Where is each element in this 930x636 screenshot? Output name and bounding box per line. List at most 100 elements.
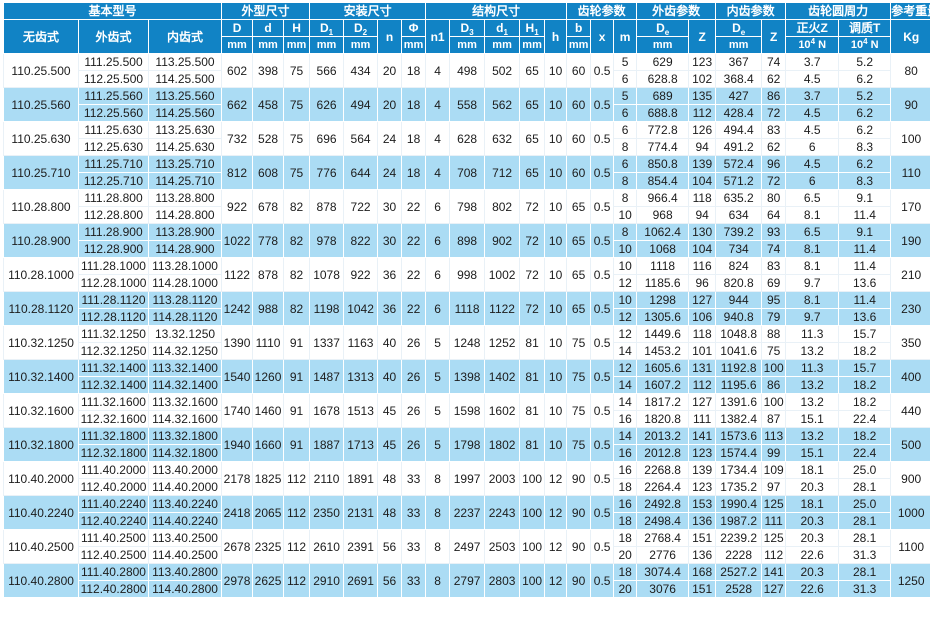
- cell-D1: 696: [309, 121, 345, 156]
- cell-h: 10: [544, 359, 568, 394]
- table-row: 110.32.1400 111.32.1400 113.32.1400 1540 126…: [3, 359, 930, 394]
- cell-z_int: 93: [761, 223, 787, 241]
- cell-n1: 4: [425, 121, 451, 156]
- cell-D2: 564: [343, 121, 379, 156]
- cell-h: 10: [544, 223, 568, 258]
- cell-H: 91: [283, 325, 311, 360]
- col-dim-D3: D3: [449, 19, 486, 37]
- cell-de_int: 734: [715, 240, 763, 258]
- cell-de_ext: 968: [636, 206, 690, 224]
- cell-phi: 22: [401, 223, 427, 258]
- cell-h: 10: [544, 155, 568, 190]
- cell-de_int: 2228: [715, 546, 763, 564]
- cell-n: 48: [377, 461, 403, 496]
- cell-D1: 878: [309, 189, 345, 224]
- cell-kg: 500: [890, 427, 930, 462]
- cell-D: 2978: [221, 563, 254, 598]
- cell-z_int: 100: [761, 359, 787, 377]
- cell-h: 10: [544, 257, 568, 292]
- cell-z_ext: 118: [688, 325, 717, 343]
- cell-phi: 18: [401, 121, 427, 156]
- table-row: 112.25.500 114.25.500 6 628.8 102 368.4 62 4.5 6…: [4, 70, 930, 88]
- cell-phi: 26: [401, 359, 427, 394]
- cell-H1: 65: [519, 53, 546, 88]
- cell-tq: 13.6: [838, 274, 892, 292]
- cell-m: 10: [613, 291, 638, 309]
- col-dim-h: h: [544, 19, 568, 54]
- cell-D3: 1598: [449, 393, 486, 428]
- cell-tq: 6.2: [838, 121, 892, 139]
- unit-dim-d: mm: [252, 36, 285, 54]
- cell-de_int: 1734.4: [715, 461, 763, 479]
- cell-z_int: 62: [761, 138, 787, 156]
- cell-model: 110.25.710: [3, 155, 79, 190]
- cell-m: 16: [613, 410, 638, 428]
- cell-h: 10: [544, 53, 568, 88]
- col-dim-phi: Φ: [401, 19, 427, 37]
- cell-b: 65: [566, 291, 592, 326]
- cell-m: 16: [613, 461, 638, 479]
- cell-de_ext: 2012.8: [636, 444, 690, 462]
- cell-z_int: 75: [761, 342, 787, 360]
- cell-tq: 8.3: [838, 138, 892, 156]
- cell-z_ext: 135: [688, 87, 717, 105]
- cell-de_int: 494.4: [715, 121, 763, 139]
- cell-D2: 1713: [343, 427, 379, 462]
- table-row: 112.32.1800 114.32.1800 16 2012.8 123 1574.4 9…: [4, 444, 930, 462]
- cell-D2: 1513: [343, 393, 379, 428]
- cell-D2: 1042: [343, 291, 379, 326]
- unit-dim-D3: mm: [449, 36, 486, 54]
- unit-dim-b: mm: [566, 36, 592, 54]
- cell-d1: 2803: [484, 563, 521, 598]
- cell-model: 110.25.500: [3, 53, 79, 88]
- cell-zf: 3.7: [785, 87, 840, 105]
- cell-tq: 15.7: [838, 359, 892, 377]
- cell-ext-model: 112.28.900: [78, 240, 149, 258]
- cell-h: 10: [544, 189, 568, 224]
- cell-H1: 65: [519, 155, 546, 190]
- cell-zf: 9.7: [785, 308, 840, 326]
- cell-model: 110.32.1800: [3, 427, 79, 462]
- cell-zf: 8.1: [785, 291, 840, 309]
- cell-n: 40: [377, 359, 403, 394]
- cell-D: 1390: [221, 325, 254, 360]
- cell-ext-model: 112.28.1120: [78, 308, 149, 326]
- cell-m: 18: [613, 563, 638, 581]
- cell-b: 90: [566, 495, 592, 530]
- cell-z_ext: 94: [688, 138, 717, 156]
- cell-int-model: 113.28.900: [147, 223, 223, 241]
- cell-zf: 13.2: [785, 393, 840, 411]
- cell-d1: 1122: [484, 291, 521, 326]
- col-De-int: De: [715, 19, 763, 37]
- cell-zf: 4.5: [785, 70, 840, 88]
- cell-kg: 440: [890, 393, 930, 428]
- cell-de_ext: 1298: [636, 291, 690, 309]
- cell-z_int: 87: [761, 410, 787, 428]
- cell-de_ext: 3074.4: [636, 563, 690, 581]
- cell-ext-model: 112.40.2800: [78, 580, 149, 598]
- cell-ext-model: 112.32.1400: [78, 376, 149, 394]
- cell-tq: 15.7: [838, 325, 892, 343]
- cell-model: 110.25.630: [3, 121, 79, 156]
- cell-d1: 632: [484, 121, 521, 156]
- cell-z_int: 80: [761, 189, 787, 207]
- cell-z_int: 125: [761, 495, 787, 513]
- header-group-gear-params: 齿轮参数: [566, 2, 638, 20]
- cell-de_ext: 1118: [636, 257, 690, 275]
- cell-D2: 2391: [343, 529, 379, 564]
- cell-int-model: 113.32.1600: [147, 393, 223, 411]
- cell-H: 112: [283, 529, 311, 564]
- cell-z_int: 83: [761, 121, 787, 139]
- cell-tq: 6.2: [838, 104, 892, 122]
- cell-de_ext: 2498.4: [636, 512, 690, 530]
- cell-b: 60: [566, 121, 592, 156]
- cell-D3: 1798: [449, 427, 486, 462]
- cell-model: 110.32.1600: [3, 393, 79, 428]
- cell-n1: 5: [425, 325, 451, 360]
- cell-kg: 1250: [890, 563, 930, 598]
- cell-zf: 4.5: [785, 155, 840, 173]
- cell-tq: 18.2: [838, 427, 892, 445]
- unit-De-int: mm: [715, 36, 763, 54]
- cell-de_ext: 1820.8: [636, 410, 690, 428]
- cell-n1: 5: [425, 393, 451, 428]
